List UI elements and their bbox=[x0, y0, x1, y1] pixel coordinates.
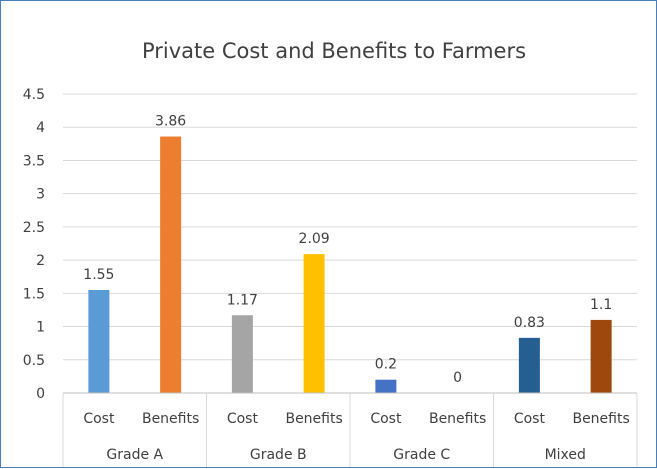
y-tick-label: 0.5 bbox=[23, 353, 45, 369]
x-category-label: Benefits bbox=[285, 411, 342, 427]
data-label: 0 bbox=[453, 370, 462, 386]
x-category-label: Cost bbox=[83, 411, 115, 427]
y-tick-label: 0 bbox=[36, 386, 45, 402]
x-category-label: Cost bbox=[514, 411, 546, 427]
bar-grade-b-cost bbox=[231, 315, 253, 393]
x-category-label: Cost bbox=[370, 411, 402, 427]
bar-grade-b-benefits bbox=[303, 254, 325, 393]
bar-mixed-cost bbox=[518, 337, 540, 393]
x-group-label: Grade B bbox=[250, 447, 307, 463]
y-tick-label: 2 bbox=[36, 253, 45, 269]
bar-grade-c-cost bbox=[375, 379, 397, 393]
y-tick-label: 2.5 bbox=[23, 220, 45, 236]
gridlines bbox=[63, 93, 637, 361]
y-tick-label: 4.5 bbox=[23, 87, 45, 103]
x-category-label: Cost bbox=[227, 411, 259, 427]
data-label: 1.55 bbox=[83, 267, 114, 283]
bar-grade-a-benefits bbox=[160, 136, 182, 393]
chart-title: Private Cost and Benefits to Farmers bbox=[142, 39, 526, 63]
data-label: 0.83 bbox=[514, 315, 545, 331]
y-tick-label: 3.5 bbox=[23, 153, 45, 169]
bars bbox=[88, 136, 612, 393]
x-category-label: Benefits bbox=[142, 411, 199, 427]
data-label: 1.17 bbox=[227, 292, 258, 308]
y-tick-label: 4 bbox=[36, 120, 45, 136]
data-label: 1.1 bbox=[590, 297, 612, 313]
data-label: 3.86 bbox=[155, 114, 186, 130]
bar-grade-a-cost bbox=[88, 290, 110, 393]
y-tick-label: 3 bbox=[36, 187, 45, 203]
x-group-label: Mixed bbox=[545, 447, 586, 463]
data-labels: 1.55 3.86 1.17 2.09 0.2 0 0.83 1.1 bbox=[83, 114, 612, 386]
y-tick-label: 1.5 bbox=[23, 286, 45, 302]
x-category-label: Benefits bbox=[429, 411, 486, 427]
x-group-label: Grade A bbox=[106, 447, 163, 463]
x-group-label: Grade C bbox=[393, 447, 450, 463]
data-label: 2.09 bbox=[299, 231, 330, 247]
bar-mixed-benefits bbox=[590, 319, 612, 393]
axes: 0 0.5 1 1.5 2 2.5 3 3.5 4 4.5 Cost Benefits Grade A C… bbox=[23, 87, 638, 467]
data-label: 0.2 bbox=[375, 357, 397, 373]
y-tick-label: 1 bbox=[36, 320, 45, 336]
x-category-label: Benefits bbox=[572, 411, 629, 427]
